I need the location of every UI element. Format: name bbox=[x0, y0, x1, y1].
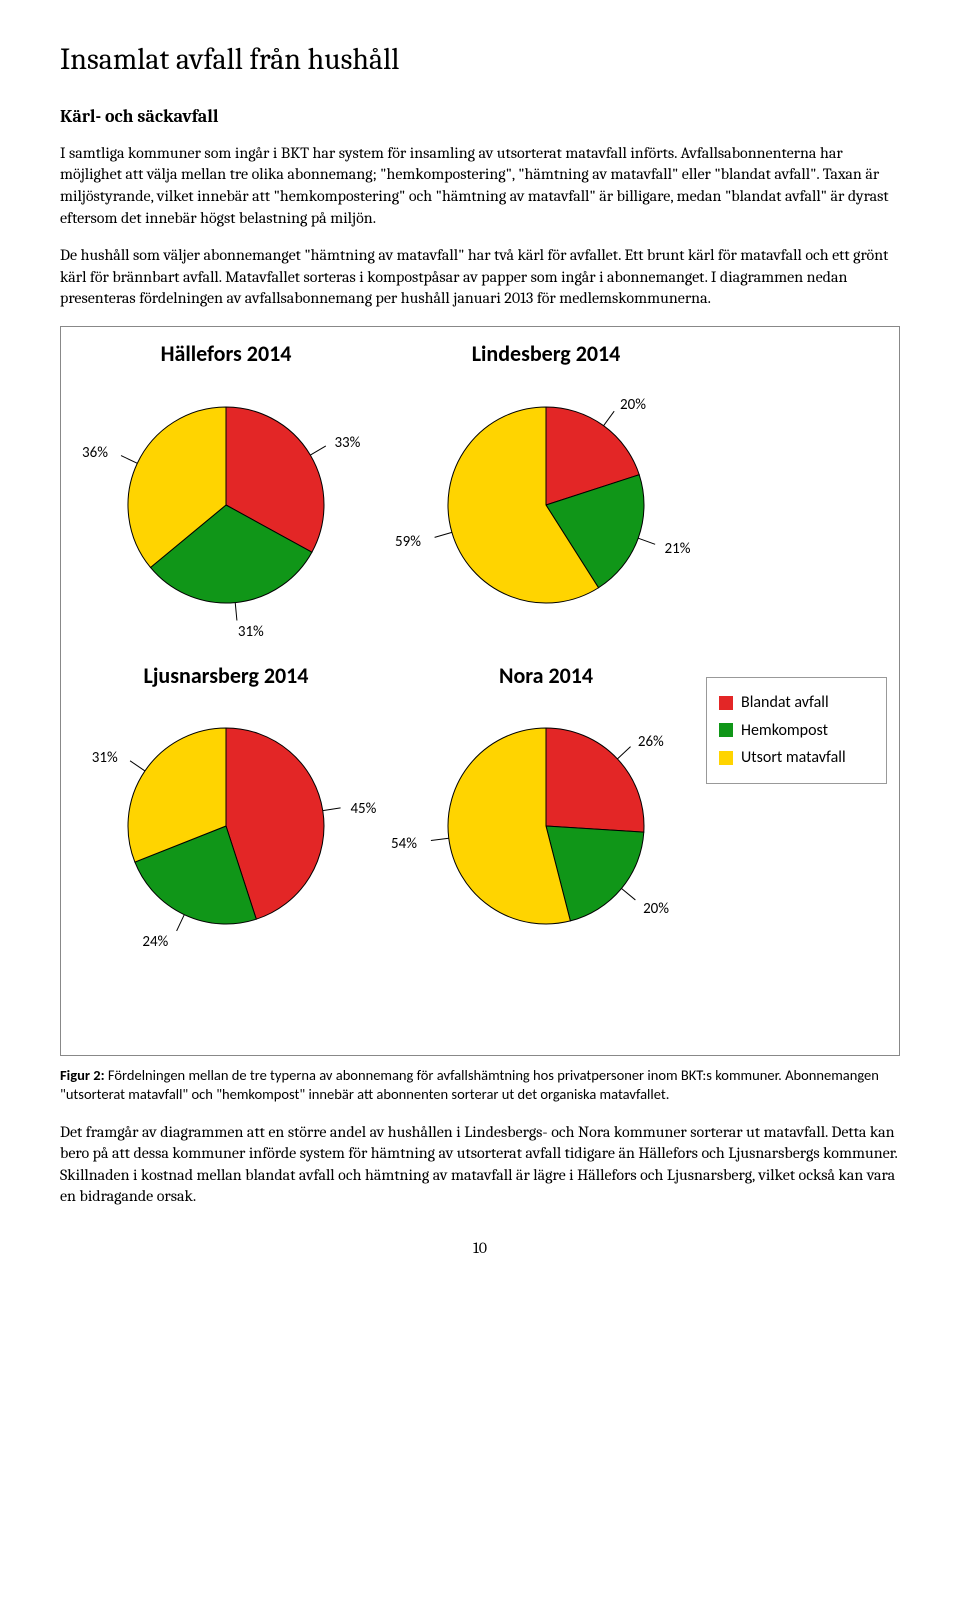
legend-swatch bbox=[719, 696, 733, 710]
pie-slice-label: 36% bbox=[82, 443, 108, 463]
chart-title: Ljusnarsberg 2014 bbox=[71, 661, 381, 691]
pie-slice-label: 24% bbox=[142, 932, 168, 952]
chart-title: Lindesberg 2014 bbox=[391, 339, 701, 369]
legend-item: Blandat avfall bbox=[719, 692, 874, 714]
chart-hallefors: Hällefors 2014 33%31%36% bbox=[71, 339, 381, 635]
legend-label: Utsort matavfall bbox=[741, 747, 846, 769]
pie-chart: 26%20%54% bbox=[416, 696, 676, 956]
chart-lindesberg: Lindesberg 2014 20%21%59% bbox=[391, 339, 701, 635]
figure-caption-label: Figur 2: bbox=[60, 1066, 105, 1084]
chart-legend: Blandat avfall Hemkompost Utsort matavfall bbox=[706, 677, 887, 784]
pie-slice-label: 26% bbox=[638, 732, 664, 752]
paragraph-intro-2: De hushåll som väljer abonnemanget "hämt… bbox=[60, 245, 900, 310]
paragraph-intro-1: I samtliga kommuner som ingår i BKT har … bbox=[60, 143, 900, 229]
pie-slice-label: 45% bbox=[350, 799, 376, 819]
pie-slice-label: 31% bbox=[238, 622, 264, 642]
chart-ljusnarsberg: Ljusnarsberg 2014 45%24%31% bbox=[71, 661, 381, 957]
legend-item: Utsort matavfall bbox=[719, 747, 874, 769]
pie-slice bbox=[546, 728, 644, 832]
chart-nora: Nora 2014 26% 20% 54% bbox=[391, 661, 701, 957]
pie-chart: 45%24%31% bbox=[96, 696, 356, 956]
chart-title: Hällefors 2014 bbox=[71, 339, 381, 369]
figure-caption: Figur 2: Fördelningen mellan de tre type… bbox=[60, 1066, 900, 1104]
pie-slice-label: 54% bbox=[391, 834, 417, 854]
pie-slice-label: 20% bbox=[643, 899, 669, 919]
pie-chart: 33%31%36% bbox=[96, 375, 356, 635]
legend-swatch bbox=[719, 723, 733, 737]
page-number: 10 bbox=[60, 1238, 900, 1260]
legend-label: Hemkompost bbox=[741, 720, 828, 742]
pie-chart: 20%21%59% bbox=[416, 375, 676, 635]
pie-slice-label: 21% bbox=[665, 539, 691, 559]
legend-swatch bbox=[719, 751, 733, 765]
pie-slice-label: 31% bbox=[92, 748, 118, 768]
pie-slice-label: 59% bbox=[395, 532, 421, 552]
legend-item: Hemkompost bbox=[719, 720, 874, 742]
figure-container: Hällefors 2014 33%31%36% Lindesberg 2014… bbox=[60, 326, 900, 1056]
page-title: Insamlat avfall från hushåll bbox=[60, 40, 900, 81]
pie-slice-label: 20% bbox=[620, 395, 646, 415]
chart-title: Nora 2014 bbox=[391, 661, 701, 691]
chart-row-top: Hällefors 2014 33%31%36% Lindesberg 2014… bbox=[71, 339, 889, 635]
legend-label: Blandat avfall bbox=[741, 692, 829, 714]
page-subtitle: Kärl- och säckavfall bbox=[60, 105, 900, 129]
figure-caption-text: Fördelningen mellan de tre typerna av ab… bbox=[60, 1066, 879, 1103]
pie-slice-label: 33% bbox=[334, 433, 360, 453]
paragraph-conclusion: Det framgår av diagrammen att en större … bbox=[60, 1122, 900, 1208]
